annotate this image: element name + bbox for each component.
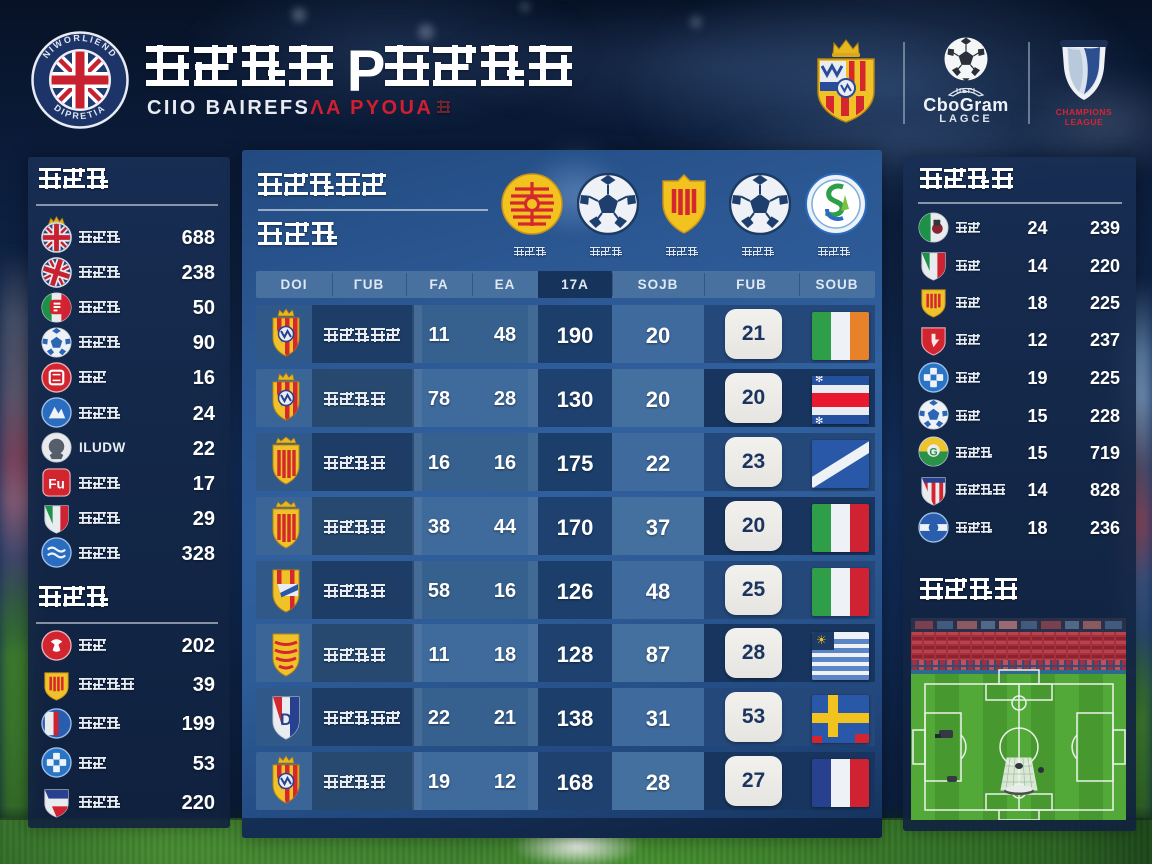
svg-text:G: G	[929, 446, 937, 458]
svg-text:D: D	[280, 710, 292, 729]
svg-text:Fu: Fu	[48, 476, 65, 491]
svg-text:UEΓI: UEΓI	[956, 88, 976, 95]
